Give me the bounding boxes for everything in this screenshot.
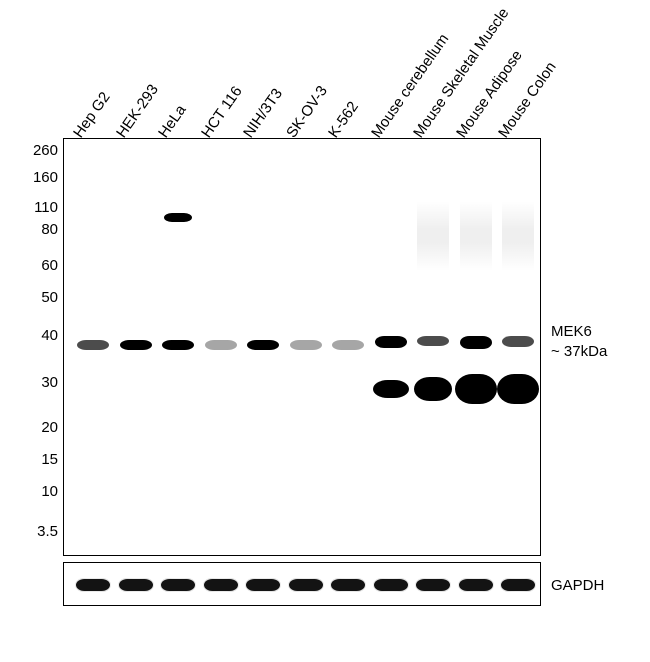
blot-smear <box>502 201 534 271</box>
gapdh-band <box>119 579 153 591</box>
gapdh-band <box>416 579 450 591</box>
blot-band <box>332 340 364 350</box>
lane-label: K-562 <box>325 98 362 141</box>
gapdh-band <box>76 579 110 591</box>
blot-band <box>290 340 322 350</box>
mw-marker-label: 50 <box>13 289 58 306</box>
gapdh-band <box>374 579 408 591</box>
mw-marker-label: 3.5 <box>13 523 58 540</box>
gapdh-band <box>459 579 493 591</box>
lane-label: NIH/3T3 <box>240 85 286 141</box>
blot-band <box>417 336 449 346</box>
blot-band <box>375 336 407 348</box>
blot-band <box>414 377 452 401</box>
gapdh-band <box>204 579 238 591</box>
target-label-size: ~ 37kDa <box>551 343 607 360</box>
blot-band <box>502 336 534 347</box>
main-blot-membrane <box>63 138 541 556</box>
mw-marker-label: 15 <box>13 451 58 468</box>
mw-marker-label: 260 <box>13 142 58 159</box>
gapdh-band <box>161 579 195 591</box>
western-blot-figure: Hep G2HEK-293HeLa HCT 116NIH/3T3SK-OV-3K-… <box>0 0 650 662</box>
blot-band <box>162 340 194 350</box>
loading-control-membrane <box>63 562 541 606</box>
lane-label: HeLa <box>155 102 189 141</box>
lane-label: Hep G2 <box>70 89 114 141</box>
blot-band <box>373 380 409 398</box>
lane-label: Mouse cerebellum <box>368 31 452 141</box>
blot-band <box>460 336 492 349</box>
blot-band <box>77 340 109 350</box>
mw-marker-label: 10 <box>13 483 58 500</box>
gapdh-band <box>331 579 365 591</box>
loading-control-label: GAPDH <box>551 577 604 594</box>
blot-band <box>205 340 237 350</box>
mw-marker-label: 160 <box>13 169 58 186</box>
blot-band <box>164 213 192 222</box>
blot-band <box>455 374 497 404</box>
blot-smear <box>417 201 449 271</box>
blot-band <box>497 374 539 404</box>
blot-smear <box>460 201 492 271</box>
gapdh-band <box>289 579 323 591</box>
mw-marker-label: 80 <box>13 221 58 238</box>
gapdh-band <box>501 579 535 591</box>
lane-label: HCT 116 <box>198 83 246 141</box>
blot-band <box>120 340 152 350</box>
gapdh-band <box>246 579 280 591</box>
mw-marker-label: 40 <box>13 327 58 344</box>
lane-label: HEK-293 <box>113 81 162 141</box>
blot-band <box>247 340 279 350</box>
mw-marker-label: 20 <box>13 419 58 436</box>
mw-marker-label: 30 <box>13 374 58 391</box>
mw-marker-label: 110 <box>13 199 58 216</box>
target-label-mek6: MEK6 <box>551 323 592 340</box>
lane-label: SK-OV-3 <box>283 83 331 141</box>
mw-marker-label: 60 <box>13 257 58 274</box>
